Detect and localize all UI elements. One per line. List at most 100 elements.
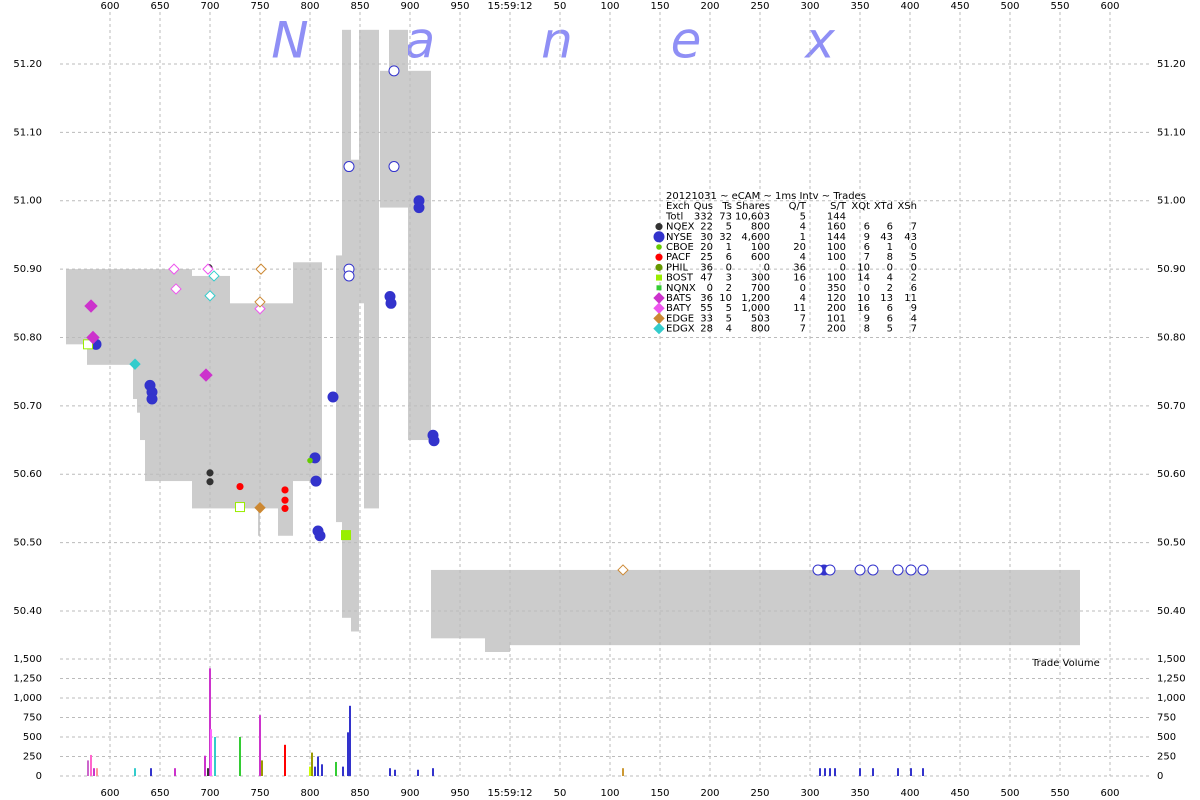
table-cell: 5	[726, 313, 732, 324]
volume-bar	[417, 769, 419, 776]
x-tick-label: 750	[250, 1, 269, 12]
volume-bar	[897, 768, 899, 776]
volume-bar	[174, 768, 176, 776]
trade-marker	[281, 486, 289, 494]
table-cell: 5	[726, 303, 732, 314]
volume-bar	[432, 768, 434, 776]
table-cell: 47	[700, 273, 713, 284]
volume-bar	[259, 715, 261, 776]
table-cell: 100	[751, 242, 770, 253]
legend-label: BOST	[666, 273, 694, 284]
table-cell: 6	[864, 242, 870, 253]
volume-bar	[284, 744, 286, 776]
volume-tick-label: 1,500	[1157, 654, 1186, 665]
x-tick-label: 50	[554, 788, 567, 799]
volume-bar	[214, 737, 216, 776]
trade-marker	[656, 274, 662, 281]
x-tick-label: 850	[350, 1, 369, 12]
x-tick-label: 400	[900, 1, 919, 12]
table-cell: 5	[911, 252, 917, 263]
legend-label: BATY	[666, 303, 692, 314]
y-tick-label: 51.10	[1157, 127, 1186, 138]
table-cell: 0	[864, 283, 870, 294]
trade-marker	[385, 297, 397, 309]
y-tick-label: 50.50	[13, 538, 42, 549]
legend-label: BATS	[666, 293, 691, 304]
volume-tick-label: 250	[1157, 752, 1176, 763]
volume-tick-label: 1,000	[1157, 693, 1186, 704]
table-header: XQt	[851, 201, 870, 212]
volume-bar	[134, 768, 136, 776]
table-cell: 600	[751, 252, 770, 263]
table-cell: 100	[827, 273, 846, 284]
table-cell: 200	[827, 324, 846, 335]
x-tick-label: 350	[850, 1, 869, 12]
volume-tick-label: 1,250	[13, 674, 42, 685]
trade-marker	[854, 564, 866, 576]
trade-marker	[656, 244, 662, 250]
x-tick-label: 600	[1100, 788, 1119, 799]
y-tick-label: 50.40	[13, 606, 42, 617]
x-tick-label: 300	[800, 1, 819, 12]
table-cell: 9	[864, 313, 870, 324]
y-tick-label: 50.40	[1157, 606, 1186, 617]
quote-spread	[137, 269, 140, 413]
volume-bar	[342, 766, 344, 776]
table-cell: 1	[887, 242, 893, 253]
trade-marker	[254, 502, 266, 514]
volume-label: Trade Volume	[1031, 658, 1100, 669]
quote-spread	[140, 269, 145, 441]
quote-spread	[408, 70, 431, 441]
x-tick-label: 650	[150, 788, 169, 799]
trade-marker	[343, 161, 355, 173]
y-tick-label: 50.60	[13, 469, 42, 480]
x-tick-label: 850	[350, 788, 369, 799]
x-tick-label: 150	[650, 788, 669, 799]
trade-marker	[824, 564, 836, 576]
table-cell: 100	[827, 252, 846, 263]
table-cell: 800	[751, 324, 770, 335]
table-title: 20121031 ~ eCAM ~ 1ms Intv ~ Trades	[666, 191, 866, 202]
table-cell: 10	[719, 293, 732, 304]
table-cell: 36	[793, 262, 806, 273]
trade-marker	[905, 564, 917, 576]
trade-marker	[655, 223, 663, 231]
trade-marker	[655, 263, 663, 271]
table-cell: 22	[700, 222, 713, 233]
table-cell: 0	[707, 283, 713, 294]
x-tick-label: 100	[600, 788, 619, 799]
x-tick-label: 200	[700, 788, 719, 799]
trade-marker	[867, 564, 879, 576]
trade-marker	[892, 564, 904, 576]
volume-bar	[922, 768, 924, 776]
watermark-letter: e	[671, 12, 702, 70]
table-cell: 10	[857, 293, 870, 304]
volume-tick-label: 250	[23, 752, 42, 763]
table-cell: 4,600	[741, 232, 770, 243]
volume-bar	[314, 766, 316, 776]
volume-bar	[859, 768, 861, 776]
table-cell: 6	[887, 303, 893, 314]
table-cell: 120	[827, 293, 846, 304]
trade-marker	[168, 263, 180, 275]
table-cell: 2	[911, 273, 917, 284]
table-cell: 0	[911, 242, 917, 253]
table-cell: 350	[827, 283, 846, 294]
quote-spread	[359, 29, 364, 304]
legend-label: NQEX	[666, 222, 695, 233]
x-tick-label: 600	[100, 1, 119, 12]
y-tick-label: 50.80	[13, 332, 42, 343]
y-tick-label: 50.70	[13, 401, 42, 412]
table-cell: 16	[793, 273, 806, 284]
trade-marker	[83, 339, 93, 350]
table-cell: 2	[887, 283, 893, 294]
table-cell: 7	[911, 324, 917, 335]
table-cell: 28	[700, 324, 713, 335]
volume-bar	[96, 768, 98, 776]
volume-bar	[347, 732, 349, 776]
volume-bar	[204, 755, 206, 776]
trade-marker	[388, 65, 400, 77]
table-cell: 7	[911, 222, 917, 233]
table-cell: 55	[700, 303, 713, 314]
